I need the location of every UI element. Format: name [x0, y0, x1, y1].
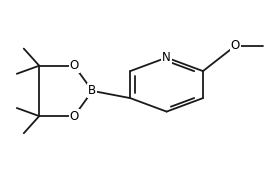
Text: O: O	[69, 110, 79, 123]
Text: O: O	[230, 39, 240, 52]
Text: B: B	[88, 84, 97, 97]
Text: O: O	[69, 59, 79, 72]
Text: N: N	[162, 51, 171, 64]
